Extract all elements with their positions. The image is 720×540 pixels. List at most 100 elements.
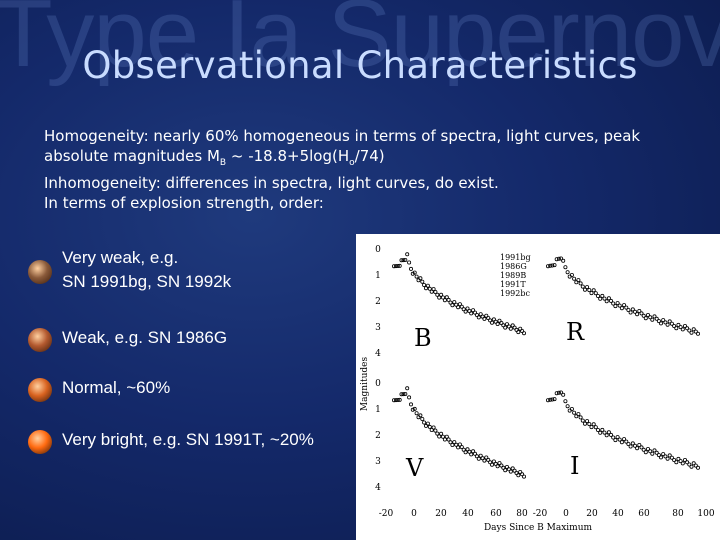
data-point — [678, 459, 683, 464]
text-line-2: absolute magnitudes MB ~ -18.8+5log(Ho/7… — [44, 147, 385, 168]
data-point — [572, 276, 577, 281]
data-point — [545, 398, 550, 403]
y-tick-label: 3 — [375, 323, 381, 333]
x-tick-label: 40 — [462, 509, 474, 519]
data-point — [425, 283, 430, 288]
data-point — [429, 289, 434, 294]
data-point — [471, 308, 476, 313]
data-point — [658, 321, 663, 326]
y-tick-label: 4 — [375, 349, 381, 359]
data-point — [471, 449, 476, 454]
data-point — [587, 288, 592, 293]
data-point — [582, 287, 587, 292]
data-point — [459, 445, 464, 450]
data-point — [563, 399, 568, 404]
data-point — [506, 467, 511, 472]
data-point — [685, 326, 690, 331]
data-point — [578, 415, 583, 420]
data-point — [635, 446, 640, 451]
data-point — [488, 318, 493, 323]
data-point — [576, 412, 581, 417]
data-point — [516, 330, 521, 335]
data-point — [661, 318, 666, 323]
data-point — [503, 468, 508, 473]
data-point — [650, 317, 655, 322]
data-point — [433, 290, 438, 295]
data-point — [503, 325, 508, 330]
data-point — [395, 263, 400, 268]
data-point — [418, 413, 423, 418]
x-tick-label: -20 — [533, 509, 548, 519]
data-point — [437, 434, 442, 439]
data-point — [410, 407, 415, 412]
data-point — [606, 296, 611, 301]
data-point — [680, 461, 685, 466]
data-point — [414, 411, 419, 416]
data-point — [435, 431, 440, 436]
data-point — [550, 397, 555, 402]
data-point — [654, 316, 659, 321]
data-point — [457, 442, 462, 447]
data-point — [431, 287, 436, 292]
data-point — [441, 434, 446, 439]
data-point — [602, 296, 607, 301]
data-point — [548, 397, 553, 402]
data-point — [495, 322, 500, 327]
data-point — [600, 427, 605, 432]
panel-label-b: B — [414, 324, 432, 352]
data-point — [399, 392, 404, 397]
data-point — [520, 472, 525, 477]
data-point — [619, 440, 624, 445]
data-point — [473, 310, 478, 315]
data-point — [580, 418, 585, 423]
data-point — [626, 308, 631, 313]
data-point — [420, 279, 425, 284]
data-point — [641, 313, 646, 318]
data-point — [563, 265, 568, 270]
data-point — [589, 425, 594, 430]
data-point — [393, 398, 398, 403]
data-point — [508, 469, 513, 474]
bullet-icon — [28, 378, 52, 402]
data-point — [591, 422, 596, 427]
data-point — [457, 302, 462, 307]
list-item-label: Very weak, e.g. — [62, 248, 179, 267]
data-point — [504, 322, 509, 327]
data-point — [598, 430, 603, 435]
data-point — [456, 445, 461, 450]
data-point — [693, 463, 698, 468]
data-point — [444, 295, 449, 300]
data-point — [632, 443, 637, 448]
data-point — [691, 461, 696, 466]
watermark-title: Type Ia Supernovae — [0, 0, 720, 87]
data-point — [595, 427, 600, 432]
data-point — [550, 263, 555, 268]
data-point — [486, 316, 491, 321]
data-point — [469, 452, 474, 457]
data-point — [585, 419, 590, 424]
data-point — [648, 315, 653, 320]
data-point — [598, 296, 603, 301]
data-point — [407, 260, 412, 265]
data-point — [476, 315, 481, 320]
data-point — [399, 258, 404, 263]
y-tick-label: 1 — [375, 405, 381, 415]
data-point — [473, 451, 478, 456]
data-point — [433, 428, 438, 433]
data-point — [397, 397, 402, 402]
data-point — [484, 455, 489, 460]
data-point — [574, 280, 579, 285]
data-point — [695, 331, 700, 336]
data-point — [493, 461, 498, 466]
data-point — [617, 303, 622, 308]
data-point — [687, 462, 692, 467]
x-tick-label: 0 — [411, 509, 417, 519]
data-point — [615, 301, 620, 306]
slide-title: Observational Characteristics — [82, 44, 638, 87]
data-point — [424, 286, 429, 291]
data-point — [409, 266, 414, 271]
data-point — [558, 390, 563, 395]
data-point — [641, 447, 646, 452]
data-point — [663, 454, 668, 459]
data-point — [676, 456, 681, 461]
